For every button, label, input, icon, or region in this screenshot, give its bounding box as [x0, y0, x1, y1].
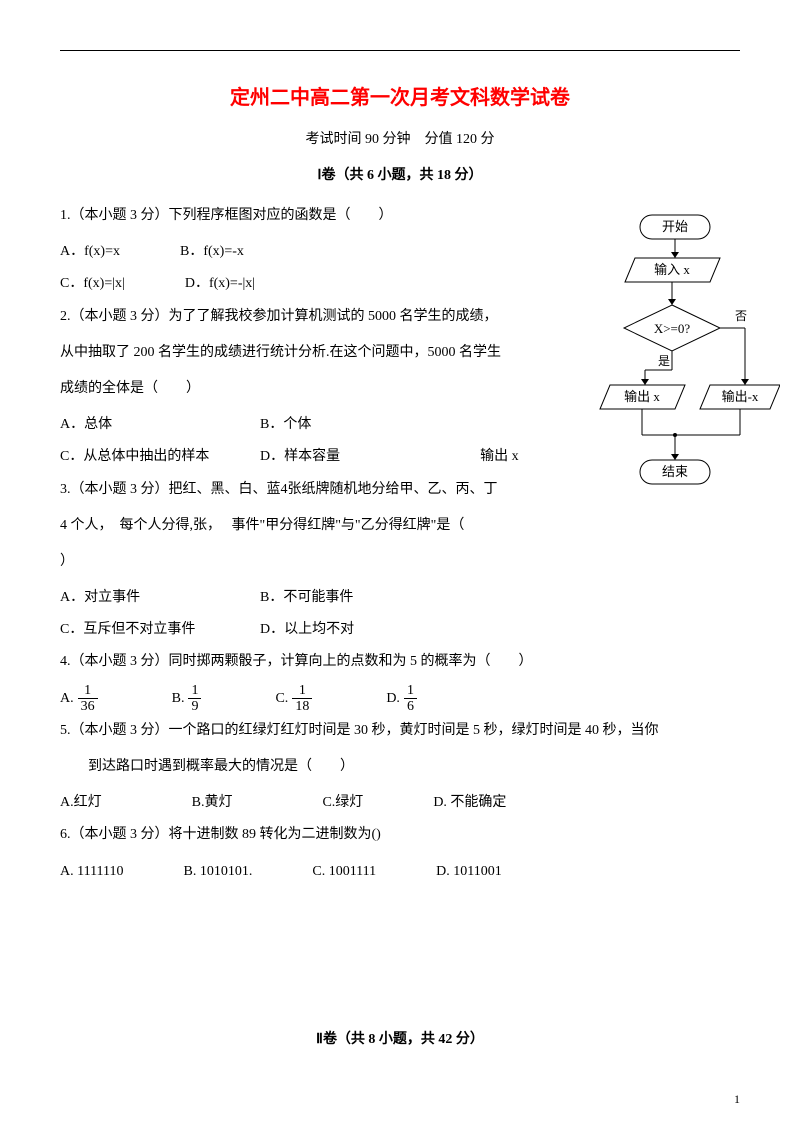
q2-a: A．总体	[60, 409, 260, 441]
top-rule	[60, 50, 740, 51]
q6-d: D. 1011001	[436, 856, 502, 888]
frac-b: 1 9	[188, 683, 201, 715]
q3-d: D．以上均不对	[260, 614, 354, 646]
q6-stem: 6.（本小题 3 分）将十进制数 89 转化为二进制数为()	[60, 819, 740, 851]
q3-a: A．对立事件	[60, 582, 260, 614]
q6-options: A. 1111110 B. 1010101. C. 1001111 D. 101…	[60, 856, 740, 888]
exam-title: 定州二中高二第一次月考文科数学试卷	[60, 81, 740, 110]
q5-d: D. 不能确定	[433, 787, 506, 819]
exam-info: 考试时间 90 分钟 分值 120 分	[60, 128, 740, 148]
q4-c: C. 1 18	[275, 683, 316, 715]
flowchart-svg: 开始 输入 x X>=0? 是 否 输出 x	[580, 210, 780, 530]
fc-no: 否	[735, 309, 747, 323]
q6-b: B. 1010101.	[184, 856, 253, 888]
frac-d: 1 6	[404, 683, 417, 715]
q2-c: C．从总体中抽出的样本	[60, 441, 260, 473]
section-2-header: Ⅱ卷（共 8 小题，共 42 分）	[60, 1028, 740, 1048]
q4-a: A. 1 36	[60, 683, 102, 715]
fc-input: 输入 x	[654, 262, 690, 277]
q2-d: D．样本容量	[260, 441, 340, 473]
q5-b: B.黄灯	[192, 787, 233, 819]
q4-options: A. 1 36 B. 1 9 C. 1 18 D. 1 6	[60, 683, 740, 715]
q6-a: A. 1111110	[60, 856, 124, 888]
fc-out2: 输出-x	[722, 389, 759, 404]
q5-stem1: 5.（本小题 3 分）一个路口的红绿灯红灯时间是 30 秒，黄灯时间是 5 秒，…	[60, 715, 740, 747]
q3-b: B．不可能事件	[260, 582, 353, 614]
q3-row2: C．互斥但不对立事件 D．以上均不对	[60, 614, 740, 646]
fc-yes: 是	[658, 354, 670, 368]
section-1-header: Ⅰ卷（共 6 小题，共 18 分）	[60, 164, 740, 184]
q5-c: C.绿灯	[322, 787, 363, 819]
q5-stem2: 到达路口时遇到概率最大的情况是（ ）	[60, 751, 740, 783]
q4-d: D. 1 6	[386, 683, 421, 715]
q1-b: B．f(x)=-x	[180, 236, 244, 268]
q4-stem: 4.（本小题 3 分）同时掷两颗骰子，计算向上的点数和为 5 的概率为（ ）	[60, 646, 740, 678]
q6-c: C. 1001111	[312, 856, 376, 888]
content-wrap: 开始 输入 x X>=0? 是 否 输出 x	[60, 200, 740, 1048]
fc-out1: 输出 x	[624, 389, 660, 404]
fc-start: 开始	[662, 219, 688, 234]
q3-c: C．互斥但不对立事件	[60, 614, 260, 646]
q2-b: B．个体	[260, 409, 311, 441]
q3-row1: A．对立事件 B．不可能事件	[60, 582, 740, 614]
q5-options: A.红灯 B.黄灯 C.绿灯 D. 不能确定	[60, 787, 740, 819]
fc-cond: X>=0?	[654, 321, 691, 336]
q2-extra: 输出 x	[480, 441, 519, 473]
q5-a: A.红灯	[60, 787, 102, 819]
frac-c: 1 18	[292, 683, 312, 715]
q1-d: D．f(x)=-|x|	[185, 268, 255, 300]
fc-end: 结束	[662, 464, 688, 479]
q3-stem3: ）	[60, 546, 740, 578]
page-number: 1	[734, 1092, 740, 1107]
q1-a: A．f(x)=x	[60, 236, 120, 268]
q1-c: C．f(x)=|x|	[60, 268, 125, 300]
q4-b: B. 1 9	[172, 683, 206, 715]
flowchart-diagram: 开始 输入 x X>=0? 是 否 输出 x	[580, 210, 780, 534]
frac-a: 1 36	[78, 683, 98, 715]
